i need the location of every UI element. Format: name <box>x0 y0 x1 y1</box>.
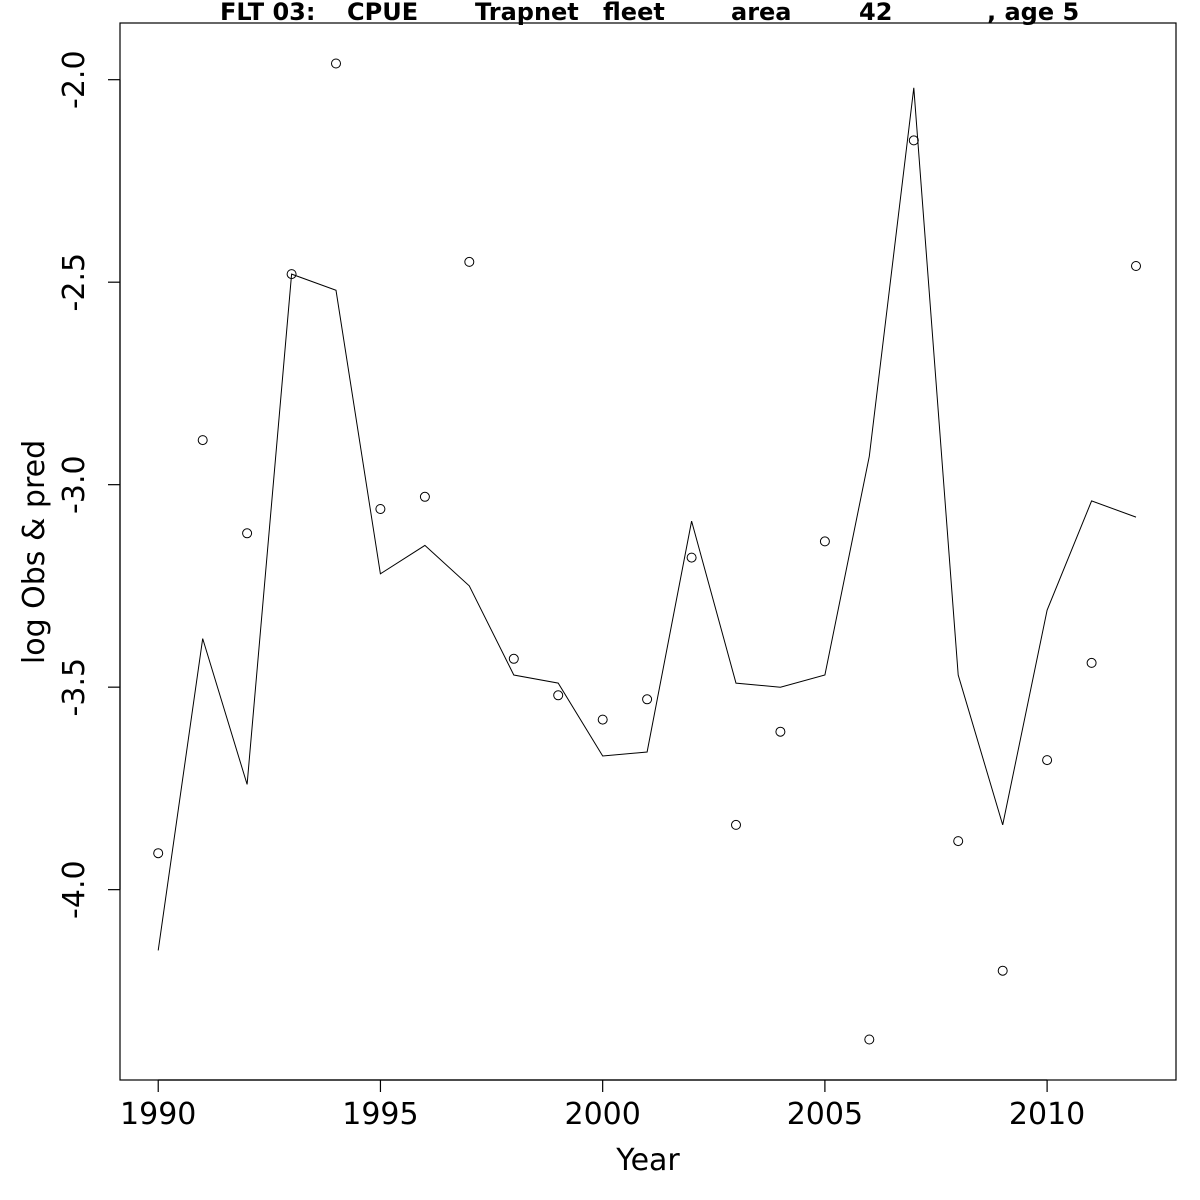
observed-point <box>642 694 653 705</box>
predicted-series <box>157 87 1137 951</box>
x-axis-label: Year <box>615 1143 680 1178</box>
observed-point <box>997 965 1008 976</box>
observed-point <box>331 58 341 69</box>
x-tick-label: 2010 <box>1009 1097 1085 1132</box>
observed-point <box>508 653 519 664</box>
observed-point <box>953 836 964 847</box>
observed-point <box>286 269 297 280</box>
title-part-age: , age 5 <box>987 0 1079 26</box>
x-tick-label: 1995 <box>342 1097 418 1132</box>
observed-point <box>819 536 830 547</box>
y-tick-label: -3.0 <box>57 455 92 514</box>
observed-point <box>731 819 741 830</box>
observed-point <box>597 714 608 725</box>
y-tick-label: -2.0 <box>57 50 92 109</box>
title-part-area: area <box>731 0 792 26</box>
observed-series <box>153 58 1141 1045</box>
observed-point <box>1131 261 1141 271</box>
plot-frame <box>119 22 1177 1081</box>
y-axis: -4.0 -3.5 -3.0 -2.5 -2.0 <box>57 50 121 919</box>
observed-point <box>908 135 919 146</box>
observed-point <box>197 435 208 446</box>
observed-point <box>419 491 430 502</box>
observed-point <box>864 1034 875 1045</box>
title-part-fleet: fleet <box>603 0 665 26</box>
observed-point <box>1086 657 1097 668</box>
title-part-cpue: CPUE <box>347 0 418 26</box>
observed-point <box>686 552 697 563</box>
observed-point <box>242 528 253 539</box>
observed-point <box>553 690 564 701</box>
observed-point <box>153 848 164 859</box>
y-axis-label: log Obs & pred <box>17 440 52 664</box>
observed-point <box>375 504 386 514</box>
predicted-line <box>157 87 1137 951</box>
observed-point <box>464 256 475 267</box>
title-part-flt: FLT 03: <box>220 0 315 26</box>
y-tick-label: -4.0 <box>57 860 92 919</box>
x-tick-label: 1990 <box>120 1097 196 1132</box>
y-tick-label: -2.5 <box>57 253 92 312</box>
chart-title: FLT 03: CPUE Trapnet fleet area 42 , age… <box>220 0 1079 26</box>
x-axis: 1990 1995 2000 2005 2010 <box>120 1079 1085 1132</box>
title-part-area-number: 42 <box>859 0 892 26</box>
title-part-trapnet: Trapnet <box>475 0 579 26</box>
x-tick-label: 2005 <box>787 1097 863 1132</box>
x-tick-label: 2000 <box>564 1097 640 1132</box>
observed-point <box>775 726 786 737</box>
observed-point <box>1042 755 1053 766</box>
y-tick-label: -3.5 <box>57 658 92 717</box>
